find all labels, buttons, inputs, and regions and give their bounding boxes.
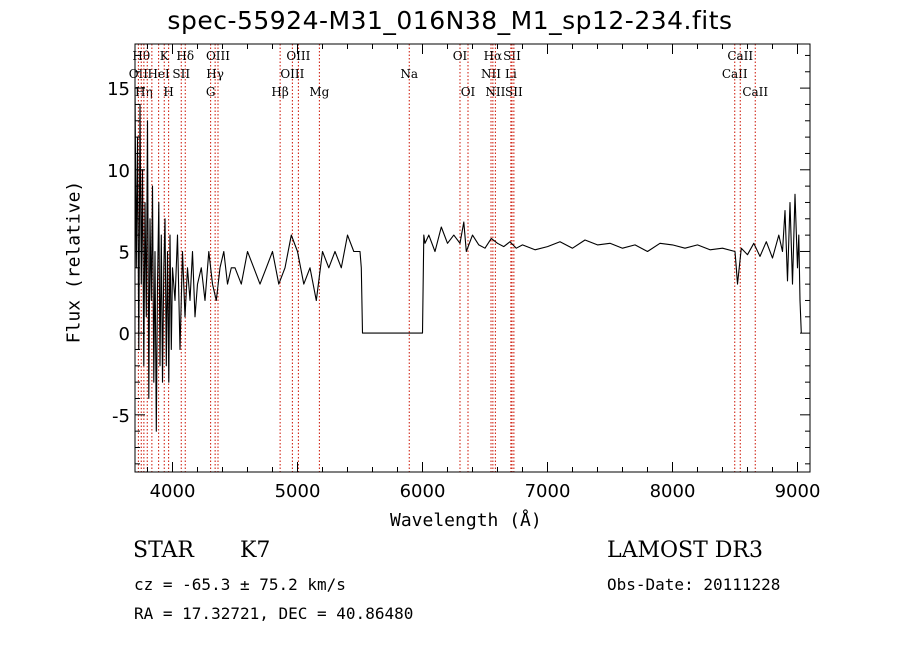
- line-marker-label: OI: [453, 49, 468, 63]
- object-class: STAR: [133, 538, 194, 563]
- x-tick-label: 4000: [150, 481, 196, 502]
- y-tick-label: 0: [119, 324, 130, 345]
- line-marker-label: SII: [172, 67, 190, 81]
- line-marker-label: Hγ: [206, 67, 224, 81]
- line-marker-label: Li: [505, 67, 517, 81]
- line-marker-label: Hθ: [132, 49, 150, 63]
- line-marker-label: K: [160, 49, 170, 63]
- line-marker-label: SII: [503, 49, 521, 63]
- x-tick-label: 6000: [400, 481, 446, 502]
- line-marker-label: CaII: [742, 85, 768, 99]
- line-marker-label: SII: [505, 85, 523, 99]
- plot-frame: [134, 43, 811, 473]
- spectrum-line: [134, 88, 802, 432]
- line-marker-label: HeI: [147, 67, 170, 81]
- y-tick-label: 15: [107, 79, 130, 100]
- line-marker-label: G: [206, 85, 216, 99]
- x-tick-label: 9000: [775, 481, 821, 502]
- line-marker-label: Na: [400, 67, 418, 81]
- line-marker-label: OIII: [206, 49, 230, 63]
- line-marker-label: H: [163, 85, 173, 99]
- line-marker-label: CaII: [727, 49, 753, 63]
- line-marker-label: Hβ: [271, 85, 288, 99]
- x-tick-label: 7000: [525, 481, 571, 502]
- chart-title: spec-55924-M31_016N38_M1_sp12-234.fits: [167, 6, 733, 35]
- y-tick-label: 10: [107, 161, 130, 182]
- coordinates-readout: RA = 17.32721, DEC = 40.86480: [134, 604, 414, 623]
- line-marker-label: OIII: [286, 49, 310, 63]
- x-tick-label: 5000: [275, 481, 321, 502]
- line-marker-label: CaII: [722, 67, 748, 81]
- y-tick-label: 5: [119, 242, 130, 263]
- y-axis-label: Flux (relative): [63, 180, 85, 344]
- line-marker-label: Hα: [484, 49, 503, 63]
- line-marker-label: NII: [481, 67, 501, 81]
- line-marker-label: NII: [485, 85, 505, 99]
- survey-name: LAMOST DR3: [607, 538, 763, 563]
- object-subclass: K7: [240, 538, 271, 563]
- x-tick-label: 8000: [650, 481, 696, 502]
- line-marker-label: OII: [129, 67, 149, 81]
- line-marker-label: Hδ: [176, 49, 194, 63]
- y-tick-label: -5: [112, 406, 130, 427]
- observation-date: Obs-Date: 20111228: [607, 575, 781, 594]
- line-marker-label: OI: [461, 85, 476, 99]
- redshift-readout: cz = -65.3 ± 75.2 km/s: [134, 575, 346, 594]
- line-marker-label: Mg: [309, 85, 329, 99]
- line-marker-label: OIII: [280, 67, 304, 81]
- x-axis-label: Wavelength (Å): [390, 510, 542, 531]
- line-marker-label: Hη: [135, 85, 153, 99]
